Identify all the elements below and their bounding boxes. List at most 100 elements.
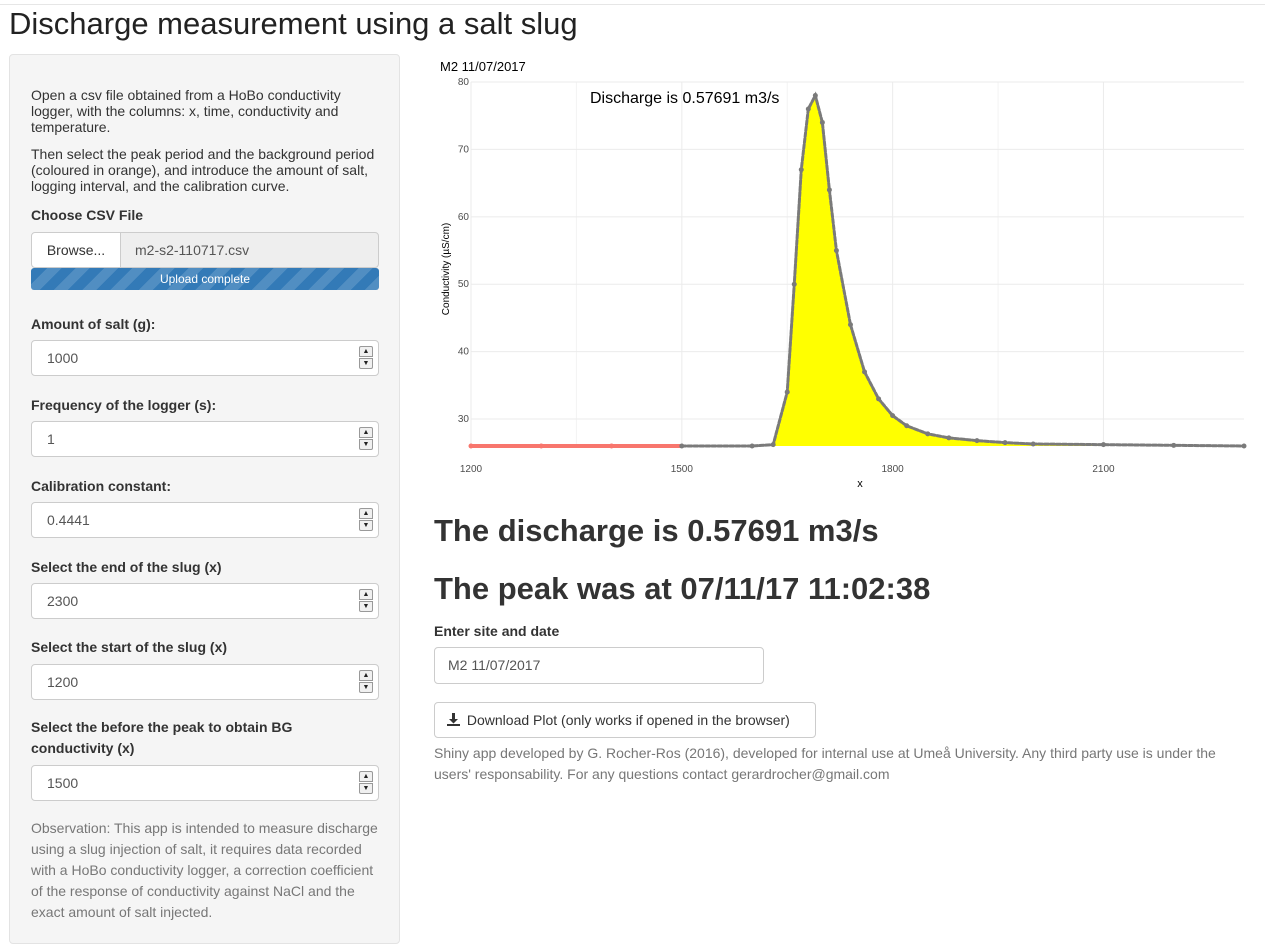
slug-start-input[interactable]: 1200 ▲ ▼ xyxy=(31,664,379,700)
bg-conductivity-value: 1500 xyxy=(47,775,79,791)
increment-icon[interactable]: ▲ xyxy=(359,427,373,438)
data-point xyxy=(749,443,755,449)
increment-icon[interactable]: ▲ xyxy=(359,589,373,600)
top-border xyxy=(0,0,1265,5)
decrement-icon[interactable]: ▼ xyxy=(359,601,373,612)
data-point xyxy=(812,92,818,98)
data-point xyxy=(1241,443,1247,449)
data-point xyxy=(946,435,952,441)
logger-frequency-label: Frequency of the logger (s): xyxy=(31,397,217,413)
decrement-icon[interactable]: ▼ xyxy=(359,358,373,369)
slug-end-spinner[interactable]: ▲ ▼ xyxy=(359,589,373,613)
logger-frequency-input[interactable]: 1 ▲ ▼ xyxy=(31,421,379,457)
data-point xyxy=(791,281,797,287)
data-point xyxy=(826,187,832,193)
slug-end-value: 2300 xyxy=(47,593,79,609)
data-point xyxy=(784,389,790,395)
observation-text: Observation: This app is intended to mea… xyxy=(31,820,378,920)
intro-text-1: Open a csv file obtained from a HoBo con… xyxy=(31,87,341,135)
file-name-field[interactable]: m2-s2-110717.csv xyxy=(120,232,379,268)
discharge-result: The discharge is 0.57691 m3/s xyxy=(434,513,879,548)
footer-note: Shiny app developed by G. Rocher-Ros (20… xyxy=(434,745,1216,782)
slug-end-label: Select the end of the slug (x) xyxy=(31,559,222,575)
data-point xyxy=(679,443,685,449)
salt-amount-value: 1000 xyxy=(47,350,79,366)
decrement-icon[interactable]: ▼ xyxy=(359,682,373,693)
increment-icon[interactable]: ▲ xyxy=(359,670,373,681)
peak-time-result: The peak was at 07/11/17 11:02:38 xyxy=(434,571,931,606)
x-tick-label: 1500 xyxy=(671,464,694,475)
bg-conductivity-label: Select the before the peak to obtain BG … xyxy=(31,719,293,756)
data-point xyxy=(805,106,811,112)
conductivity-series-line xyxy=(680,91,1246,448)
data-point xyxy=(1002,440,1008,446)
data-point xyxy=(876,396,882,402)
data-point xyxy=(890,413,896,419)
slug-start-spinner[interactable]: ▲ ▼ xyxy=(359,670,373,694)
file-input-label: Choose CSV File xyxy=(31,207,144,223)
y-tick-label: 60 xyxy=(458,212,470,223)
sidebar-panel: Open a csv file obtained from a HoBo con… xyxy=(9,54,400,944)
decrement-icon[interactable]: ▼ xyxy=(359,520,373,531)
chart-svg: 1200 1500 1800 2100 30 40 50 60 70 80 M2 11/07/20… xyxy=(440,59,1247,490)
slug-start-label: Select the start of the slug (x) xyxy=(31,639,228,655)
calibration-value: 0.4441 xyxy=(47,512,90,528)
y-tick-label: 50 xyxy=(458,279,470,290)
y-tick-label: 70 xyxy=(458,144,470,155)
salt-amount-spinner[interactable]: ▲ ▼ xyxy=(359,346,373,370)
x-axis-label: x xyxy=(857,478,863,490)
discharge-chart: 1200 1500 1800 2100 30 40 50 60 70 80 M2 11/07/20… xyxy=(434,56,1254,496)
data-point xyxy=(1030,441,1036,447)
y-axis-label: Conductivity (µS/cm) xyxy=(441,223,452,315)
salt-amount-input[interactable]: 1000 ▲ ▼ xyxy=(31,340,379,376)
chart-annotation: Discharge is 0.57691 m3/s xyxy=(590,90,779,107)
chart-title: M2 11/07/2017 xyxy=(440,59,526,74)
bg-conductivity-input[interactable]: 1500 ▲ ▼ xyxy=(31,765,379,801)
logger-frequency-spinner[interactable]: ▲ ▼ xyxy=(359,427,373,451)
data-point xyxy=(974,438,980,444)
site-date-input[interactable]: M2 11/07/2017 xyxy=(434,647,764,684)
download-plot-button[interactable]: Download Plot (only works if opened in t… xyxy=(434,702,816,738)
slug-area-fill xyxy=(752,95,1244,446)
calibration-input[interactable]: 0.4441 ▲ ▼ xyxy=(31,502,379,538)
decrement-icon[interactable]: ▼ xyxy=(359,439,373,450)
upload-progress-bar: Upload complete xyxy=(31,268,379,290)
data-point xyxy=(833,248,839,254)
chart-ticks: 1200 1500 1800 2100 30 40 50 60 70 80 xyxy=(458,77,1115,475)
x-tick-label: 2100 xyxy=(1092,464,1115,475)
data-point xyxy=(538,443,544,449)
y-tick-label: 30 xyxy=(458,414,470,425)
logger-frequency-value: 1 xyxy=(47,431,55,447)
data-point xyxy=(847,322,853,328)
slug-end-input[interactable]: 2300 ▲ ▼ xyxy=(31,583,379,619)
data-point xyxy=(770,442,776,448)
site-date-label: Enter site and date xyxy=(434,623,560,639)
intro-text-2: Then select the peak period and the back… xyxy=(31,146,375,194)
page-title: Discharge measurement using a salt slug xyxy=(9,6,578,41)
browse-button[interactable]: Browse... xyxy=(31,232,121,268)
bg-conductivity-spinner[interactable]: ▲ ▼ xyxy=(359,771,373,795)
file-input: Browse... m2-s2-110717.csv xyxy=(31,232,379,268)
chart-fill-area xyxy=(752,95,1244,446)
data-point xyxy=(925,431,931,437)
increment-icon[interactable]: ▲ xyxy=(359,771,373,782)
slug-start-value: 1200 xyxy=(47,674,79,690)
download-plot-label: Download Plot (only works if opened in t… xyxy=(466,712,790,728)
data-point xyxy=(1171,442,1177,448)
data-point xyxy=(609,443,615,449)
increment-icon[interactable]: ▲ xyxy=(359,508,373,519)
data-point xyxy=(904,423,910,429)
chart-lines xyxy=(471,91,1246,448)
y-tick-label: 40 xyxy=(458,347,470,358)
data-point xyxy=(1100,442,1106,448)
calibration-spinner[interactable]: ▲ ▼ xyxy=(359,508,373,532)
y-tick-label: 80 xyxy=(458,77,470,88)
x-tick-label: 1800 xyxy=(882,464,905,475)
data-point xyxy=(798,167,804,173)
increment-icon[interactable]: ▲ xyxy=(359,346,373,357)
calibration-label: Calibration constant: xyxy=(31,478,172,494)
x-tick-label: 1200 xyxy=(460,464,483,475)
decrement-icon[interactable]: ▼ xyxy=(359,783,373,794)
download-icon xyxy=(447,704,463,738)
chart-points xyxy=(468,92,1247,449)
